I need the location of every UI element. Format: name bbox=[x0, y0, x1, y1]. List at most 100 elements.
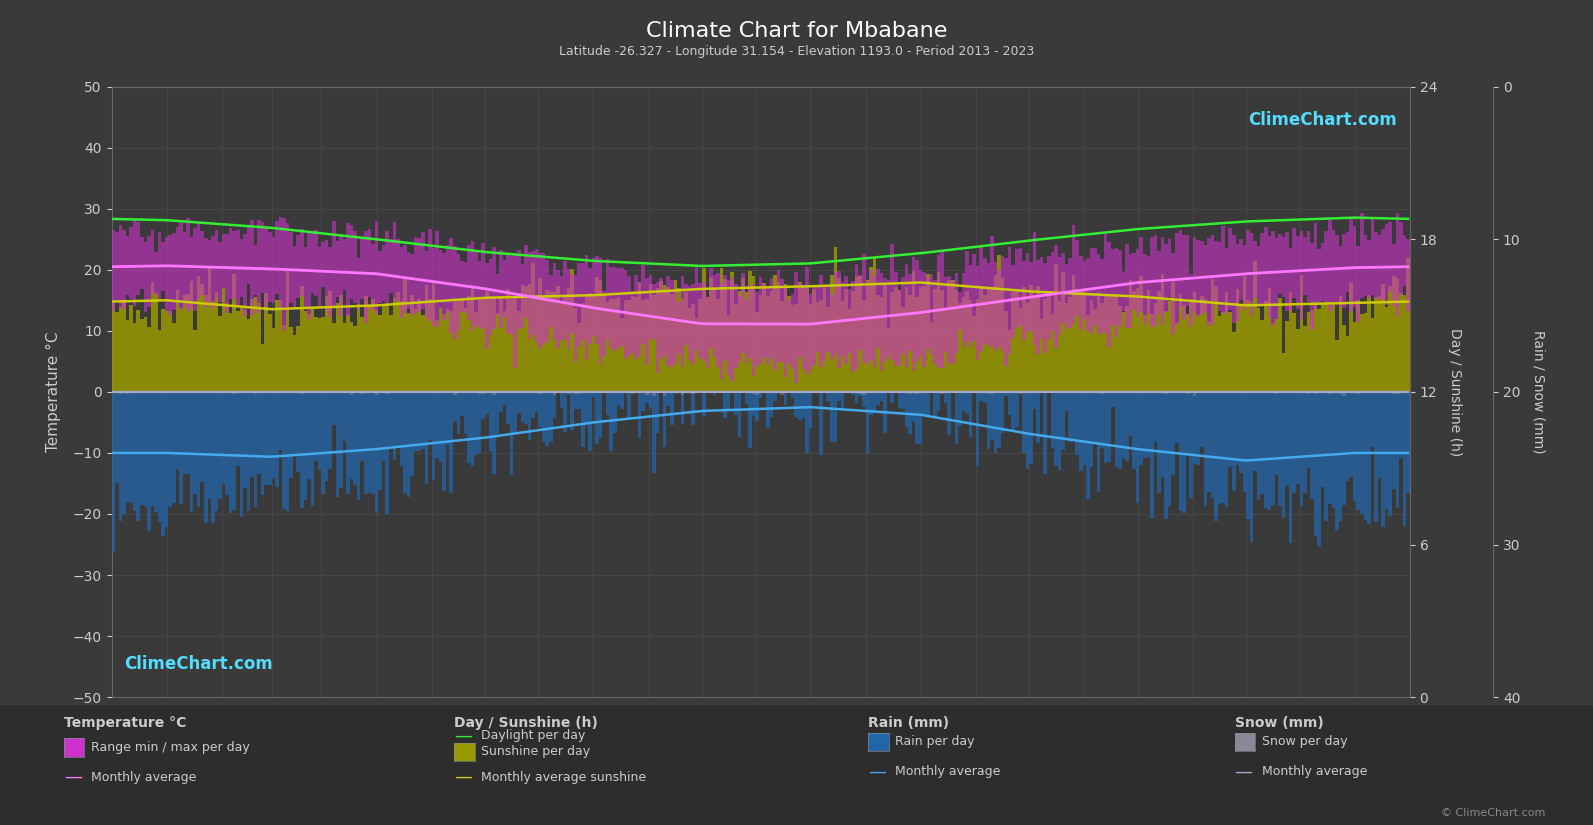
Bar bbox=[1064, 392, 1069, 411]
Bar bbox=[870, 269, 873, 361]
Bar bbox=[1271, 231, 1274, 327]
Bar bbox=[916, 297, 919, 392]
Bar bbox=[1335, 235, 1338, 302]
Bar bbox=[484, 392, 489, 414]
Bar bbox=[1093, 309, 1098, 392]
Bar bbox=[997, 255, 1000, 392]
Bar bbox=[986, 263, 991, 346]
Bar bbox=[691, 304, 695, 392]
Bar bbox=[414, 237, 417, 313]
Bar bbox=[841, 301, 844, 392]
Bar bbox=[1231, 235, 1236, 323]
Bar bbox=[962, 274, 965, 347]
Bar bbox=[276, 299, 279, 392]
Bar bbox=[357, 392, 360, 394]
Bar bbox=[271, 238, 276, 303]
Bar bbox=[1306, 231, 1309, 303]
Bar bbox=[190, 281, 193, 392]
Bar bbox=[357, 304, 360, 392]
Bar bbox=[553, 263, 556, 340]
Bar bbox=[521, 392, 524, 422]
Bar bbox=[841, 392, 844, 408]
Bar bbox=[1289, 248, 1292, 311]
Bar bbox=[132, 323, 137, 392]
Bar bbox=[1153, 235, 1157, 326]
Bar bbox=[578, 263, 581, 347]
Bar bbox=[1147, 290, 1150, 392]
Bar bbox=[1360, 392, 1364, 514]
Bar bbox=[1171, 252, 1176, 333]
Bar bbox=[1104, 233, 1107, 332]
Bar bbox=[392, 298, 397, 392]
Bar bbox=[1274, 318, 1278, 392]
Bar bbox=[674, 280, 677, 392]
Bar bbox=[1211, 392, 1214, 498]
Bar bbox=[503, 311, 507, 392]
Bar bbox=[634, 297, 637, 392]
Bar bbox=[1292, 314, 1297, 392]
Bar bbox=[1407, 392, 1410, 493]
Bar bbox=[386, 392, 389, 394]
Bar bbox=[691, 284, 695, 364]
Bar bbox=[1012, 392, 1015, 431]
Bar bbox=[403, 245, 406, 313]
Bar bbox=[1029, 392, 1032, 393]
Bar bbox=[902, 276, 905, 354]
Bar bbox=[478, 392, 481, 394]
Bar bbox=[1050, 252, 1055, 331]
Bar bbox=[1375, 297, 1378, 392]
Bar bbox=[683, 292, 688, 392]
Bar bbox=[1064, 304, 1069, 392]
Bar bbox=[628, 392, 631, 418]
Bar bbox=[1257, 246, 1260, 307]
Bar bbox=[599, 392, 602, 438]
Bar bbox=[193, 392, 198, 494]
Bar bbox=[648, 276, 652, 339]
Bar bbox=[564, 262, 567, 340]
Bar bbox=[1125, 306, 1129, 392]
Y-axis label: Rain / Snow (mm): Rain / Snow (mm) bbox=[1531, 330, 1545, 454]
Bar bbox=[1228, 228, 1231, 309]
Bar bbox=[1207, 392, 1211, 492]
Bar bbox=[1297, 236, 1300, 309]
Bar bbox=[613, 267, 616, 351]
Bar bbox=[645, 392, 648, 403]
Bar bbox=[666, 392, 671, 406]
Bar bbox=[680, 298, 683, 392]
Text: Snow (mm): Snow (mm) bbox=[1235, 716, 1324, 730]
Bar bbox=[1297, 329, 1300, 392]
Bar bbox=[1061, 252, 1064, 323]
Bar bbox=[1378, 392, 1381, 478]
Bar bbox=[484, 290, 489, 392]
Bar bbox=[656, 288, 660, 392]
Bar bbox=[481, 392, 484, 419]
Bar bbox=[268, 314, 271, 392]
Bar bbox=[521, 264, 524, 328]
Bar bbox=[530, 262, 535, 392]
Bar bbox=[962, 297, 965, 392]
Bar bbox=[510, 299, 513, 392]
Bar bbox=[599, 280, 602, 392]
Bar bbox=[271, 328, 276, 392]
Bar bbox=[824, 392, 827, 393]
Bar bbox=[411, 392, 414, 476]
Bar bbox=[1200, 296, 1203, 392]
Bar bbox=[833, 392, 838, 441]
Bar bbox=[1086, 257, 1090, 331]
Bar bbox=[1321, 243, 1324, 301]
Bar bbox=[847, 309, 851, 392]
Bar bbox=[464, 308, 467, 392]
Bar bbox=[1129, 392, 1133, 436]
Bar bbox=[421, 232, 424, 309]
Bar bbox=[911, 392, 916, 422]
Bar bbox=[1078, 392, 1083, 471]
Bar bbox=[499, 392, 503, 394]
Bar bbox=[1309, 392, 1314, 394]
Bar bbox=[438, 250, 443, 309]
Bar bbox=[507, 392, 510, 424]
Bar bbox=[1150, 314, 1153, 392]
Bar bbox=[570, 269, 573, 392]
Bar bbox=[244, 392, 247, 488]
Bar bbox=[1231, 392, 1236, 491]
Bar bbox=[132, 219, 137, 306]
